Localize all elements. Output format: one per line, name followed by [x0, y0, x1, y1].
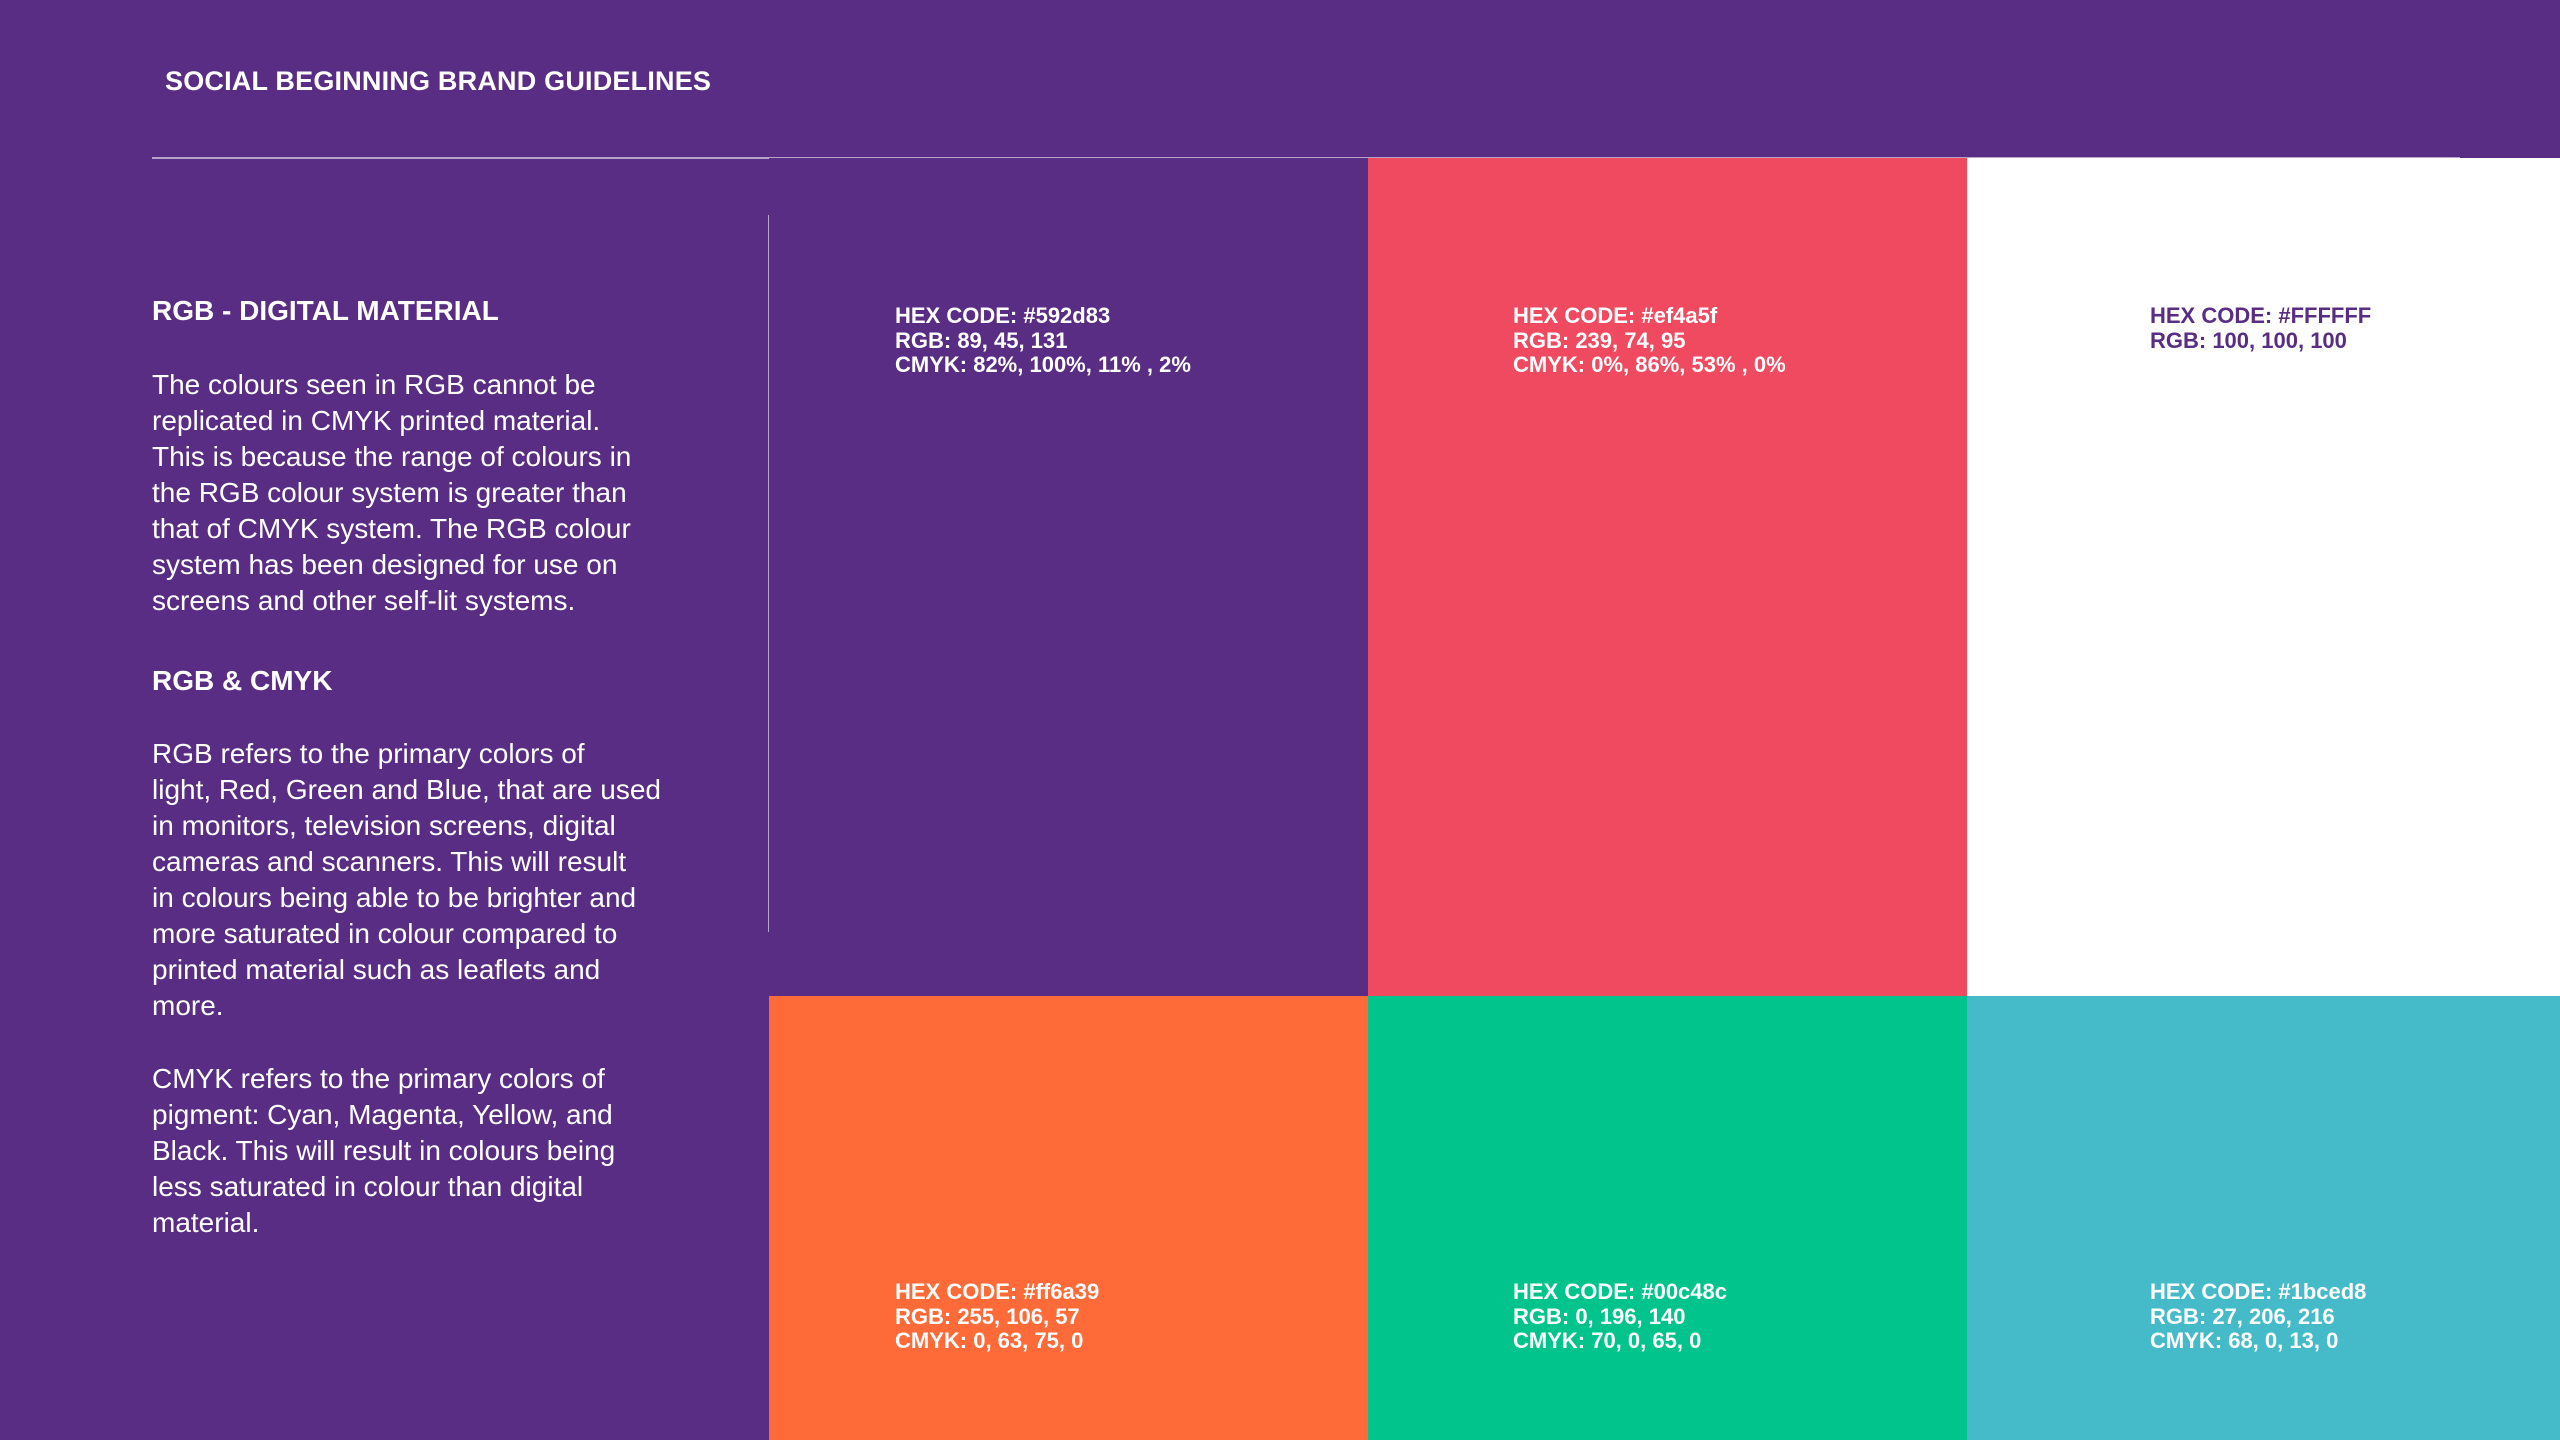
- swatch-cmyk: CMYK: 82%, 100%, 11% , 2%: [895, 352, 1191, 377]
- swatch-rgb: RGB: 100, 100, 100: [2150, 327, 2347, 353]
- swatch-rgb: RGB: 255, 106, 57: [895, 1303, 1080, 1329]
- swatch-teal: HEX CODE: #1bced8 RGB: 27, 206, 216 CMYK: …: [1967, 996, 2560, 1440]
- paragraph-line: material.: [152, 1207, 260, 1238]
- swatch-cmyk: CMYK: 68, 0, 13, 0: [2150, 1328, 2339, 1353]
- swatch-white: HEX CODE: #FFFFFF RGB: 100, 100, 100: [1967, 158, 2560, 996]
- swatch-cmyk: CMYK: 0%, 86%, 53% , 0%: [1513, 352, 1786, 377]
- paragraph-line: Black. This will result in colours being: [152, 1135, 616, 1166]
- paragraph-line: This is because the range of colours in: [152, 441, 632, 472]
- paragraph-line: The colours seen in RGB cannot be: [152, 369, 596, 400]
- swatch-green: HEX CODE: #00c48c RGB: 0, 196, 140 CMYK: 7…: [1368, 996, 1967, 1440]
- swatch-info: HEX CODE: #ef4a5f RGB: 239, 74, 95 CMYK: 0…: [1513, 303, 1786, 378]
- swatch-hex: HEX CODE: #592d83: [895, 303, 1111, 328]
- paragraph-rgb: RGB refers to the primary colors of light…: [152, 736, 661, 1024]
- paragraph-rgb-digital: The colours seen in RGB cannot be replica…: [152, 367, 631, 619]
- paragraph-line: printed material such as leaflets and: [152, 954, 601, 985]
- paragraph-line: more saturated in colour compared to: [152, 918, 618, 949]
- paragraph-line: replicated in CMYK printed material.: [152, 405, 601, 436]
- swatch-rgb: RGB: 239, 74, 95: [1513, 327, 1686, 353]
- paragraph-line: more.: [152, 990, 224, 1021]
- paragraph-line: light, Red, Green and Blue, that are use…: [152, 774, 661, 805]
- swatch-hex: HEX CODE: #FFFFFF: [2150, 303, 2372, 328]
- paragraph-line: system has been designed for use on: [152, 549, 618, 580]
- paragraph-line: pigment: Cyan, Magenta, Yellow, and: [152, 1099, 613, 1130]
- swatch-red: HEX CODE: #ef4a5f RGB: 239, 74, 95 CMYK: 0…: [1368, 158, 1967, 996]
- swatch-rgb: RGB: 27, 206, 216: [2150, 1303, 2335, 1329]
- swatch-hex: HEX CODE: #ef4a5f: [1513, 303, 1718, 328]
- paragraph-line: in colours being able to be brighter and: [152, 882, 637, 913]
- swatch-info: HEX CODE: #00c48c RGB: 0, 196, 140 CMYK: 7…: [1513, 1279, 1727, 1354]
- swatch-info: HEX CODE: #ff6a39 RGB: 255, 106, 57 CMYK: …: [895, 1279, 1100, 1354]
- paragraph-line: in monitors, television screens, digital: [152, 810, 616, 841]
- swatch-cmyk: CMYK: 0, 63, 75, 0: [895, 1328, 1084, 1353]
- swatch-hex: HEX CODE: #ff6a39: [895, 1279, 1100, 1304]
- paragraph-line: CMYK refers to the primary colors of: [152, 1063, 605, 1094]
- swatch-rgb: RGB: 0, 196, 140: [1513, 1303, 1686, 1329]
- heading-rgb-digital: RGB - DIGITAL MATERIAL: [152, 295, 499, 326]
- swatch-rgb: RGB: 89, 45, 131: [895, 327, 1068, 353]
- swatch-info: HEX CODE: #FFFFFF RGB: 100, 100, 100: [2150, 303, 2372, 353]
- swatch-purple: HEX CODE: #592d83 RGB: 89, 45, 131 CMYK: 8…: [769, 158, 1368, 996]
- swatch-info: HEX CODE: #592d83 RGB: 89, 45, 131 CMYK: 8…: [895, 303, 1191, 378]
- swatch-hex: HEX CODE: #1bced8: [2150, 1279, 2367, 1304]
- swatch-cmyk: CMYK: 70, 0, 65, 0: [1513, 1328, 1702, 1353]
- paragraph-line: that of CMYK system. The RGB colour: [152, 513, 631, 544]
- swatch-info: HEX CODE: #1bced8 RGB: 27, 206, 216 CMYK: …: [2150, 1279, 2367, 1354]
- paragraph-line: the RGB colour system is greater than: [152, 477, 627, 508]
- paragraph-line: cameras and scanners. This will result: [152, 846, 627, 877]
- page-title: SOCIAL BEGINNING BRAND GUIDELINES: [165, 66, 712, 96]
- paragraph-line: screens and other self-lit systems.: [152, 585, 576, 616]
- swatch-orange: HEX CODE: #ff6a39 RGB: 255, 106, 57 CMYK: …: [769, 996, 1368, 1440]
- paragraph-cmyk: CMYK refers to the primary colors of pigm…: [152, 1061, 615, 1241]
- paragraph-line: less saturated in colour than digital: [152, 1171, 584, 1202]
- paragraph-line: RGB refers to the primary colors of: [152, 738, 585, 769]
- swatch-hex: HEX CODE: #00c48c: [1513, 1279, 1727, 1304]
- heading-rgb-cmyk: RGB & CMYK: [152, 665, 333, 696]
